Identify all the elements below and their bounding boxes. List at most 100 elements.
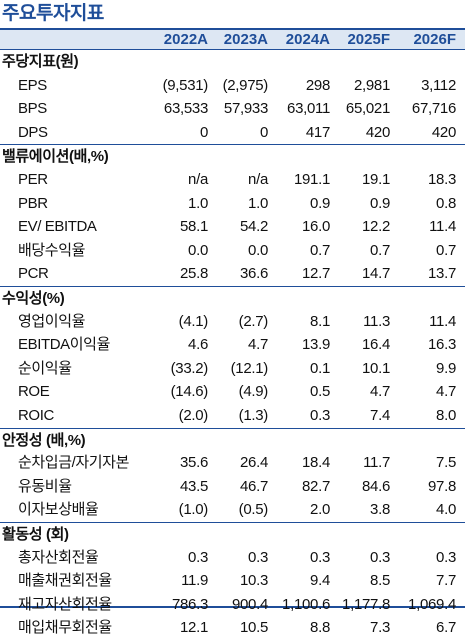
table-cell: 12.7 <box>302 265 330 283</box>
section-header: 활동성 (회) <box>0 522 465 546</box>
table-cell: 11.9 <box>181 572 208 590</box>
table-row: BPS 63,533 57,933 63,011 65,021 67,716 <box>0 97 465 121</box>
year-header: 2025F <box>347 31 390 48</box>
year-header: 2024A <box>285 31 330 48</box>
table-cell: 97.8 <box>428 477 456 495</box>
section-title: 밸류에이션(배,%) <box>2 148 109 166</box>
section-header: 수익성(%) <box>0 286 465 310</box>
table-cell: 4.7 <box>436 383 456 401</box>
table-cell: 18.3 <box>428 171 456 188</box>
table-cell: 11.4 <box>429 312 456 330</box>
table-row: 매입채무회전율 12.1 10.5 8.8 7.3 6.7 <box>0 616 465 640</box>
table-cell: 6.7 <box>436 619 456 637</box>
row-label: 배당수익율 <box>18 241 86 259</box>
table-cell: 786.3 <box>171 595 208 613</box>
table-cell: n/a <box>248 171 268 188</box>
table-cell: (33.2) <box>170 359 209 377</box>
table-cell: 10.3 <box>240 572 268 590</box>
table-cell: 298 <box>305 76 330 94</box>
table-row: ROIC (2.0) (1.3) 0.3 7.4 8.0 <box>0 404 465 428</box>
table-cell: 11.3 <box>363 312 390 330</box>
table-cell: 63,011 <box>287 100 330 118</box>
table-cell: 36.6 <box>240 265 268 283</box>
table-cell: 1,069.4 <box>408 595 456 613</box>
table-cell: 13.7 <box>428 265 456 283</box>
table-cell: (1.0) <box>178 501 209 519</box>
investment-indicators-table: 주요투자지표 2022A 2023A 2024A 2025F 2026F 주당지… <box>0 3 465 636</box>
page-title: 주요투자지표 <box>2 3 104 24</box>
table-cell: 65,021 <box>345 100 390 118</box>
table-cell: 4.0 <box>436 501 456 519</box>
table-cell: (1.3) <box>238 407 269 424</box>
table-cell: 2,981 <box>353 76 390 94</box>
table-cell: 12.2 <box>362 218 390 236</box>
table-row: EV/ EBITDA 58.1 54.2 16.0 12.2 11.4 <box>0 215 465 239</box>
table-cell: 1,100.6 <box>282 595 330 613</box>
table-cell: 0.3 <box>310 407 330 424</box>
table-cell: 0.7 <box>436 241 456 259</box>
table-cell: 0.1 <box>310 359 330 377</box>
table-cell: 18.4 <box>302 454 330 472</box>
section-title: 안정성 (배,%) <box>2 431 86 449</box>
table-cell: 63,533 <box>163 100 208 118</box>
table-cell: 43.5 <box>180 477 208 495</box>
table-cell: 191.1 <box>293 171 330 188</box>
table-cell: 1,177.8 <box>342 595 390 613</box>
section-header: 주당지표(원) <box>0 50 465 74</box>
bottom-rule <box>0 606 465 608</box>
row-label: PER <box>18 171 48 188</box>
section-title: 수익성(%) <box>2 290 65 307</box>
table-cell: 4.7 <box>248 336 268 354</box>
table-cell: 4.7 <box>370 383 390 401</box>
table-row: 총자산회전율 0.3 0.3 0.3 0.3 0.3 <box>0 546 465 570</box>
section-header: 안정성 (배,%) <box>0 427 465 452</box>
row-label: 총자산회전율 <box>18 548 99 566</box>
table-cell: 16.3 <box>428 336 456 354</box>
table-cell: 1.0 <box>248 194 268 212</box>
table-cell: (2.0) <box>178 407 209 424</box>
table-cell: 14.7 <box>362 265 390 283</box>
table-cell: 0.5 <box>310 383 330 401</box>
year-header-row: 2022A 2023A 2024A 2025F 2026F <box>0 28 465 50</box>
table-row: 매출채권회전율 11.9 10.3 9.4 8.5 7.7 <box>0 569 465 593</box>
table-cell: 9.4 <box>310 572 330 590</box>
table-cell: 0.9 <box>310 194 330 212</box>
table-cell: 0 <box>199 123 208 141</box>
table-cell: (0.5) <box>238 501 269 519</box>
table-cell: 67,716 <box>411 100 456 118</box>
table-cell: 84.6 <box>362 477 390 495</box>
table-cell: 35.6 <box>180 454 208 472</box>
table-cell: 7.7 <box>436 572 456 590</box>
row-label: DPS <box>18 123 48 141</box>
table-cell: 57,933 <box>223 100 268 118</box>
row-label: ROIC <box>18 407 54 424</box>
table-cell: (9,531) <box>162 76 209 94</box>
table-cell: 11.7 <box>363 454 390 472</box>
table-cell: 0.3 <box>248 548 268 566</box>
table-cell: 10.1 <box>362 359 390 377</box>
table-row: PCR 25.8 36.6 12.7 14.7 13.7 <box>0 262 465 286</box>
table-cell: 0.9 <box>370 194 390 212</box>
year-header: 2022A <box>163 31 208 48</box>
table-row: ROE (14.6) (4.9) 0.5 4.7 4.7 <box>0 380 465 404</box>
table-row: 유동비율 43.5 46.7 82.7 84.6 97.8 <box>0 475 465 499</box>
table-cell: 0.3 <box>436 548 456 566</box>
table-row: PBR 1.0 1.0 0.9 0.9 0.8 <box>0 192 465 216</box>
table-cell: 82.7 <box>302 477 330 495</box>
table-cell: 0.3 <box>370 548 390 566</box>
table-cell: 54.2 <box>240 218 268 236</box>
table-cell: 4.6 <box>188 336 208 354</box>
row-label: PBR <box>18 194 48 212</box>
row-label: EBITDA이익율 <box>18 336 110 354</box>
table-cell: 46.7 <box>240 477 268 495</box>
table-row: 재고자산회전율 786.3 900.4 1,100.6 1,177.8 1,069.4 <box>0 593 465 617</box>
table-cell: (2.7) <box>238 312 269 330</box>
table-row: DPS 0 0 417 420 420 <box>0 121 465 145</box>
table-row: 영업이익율 (4.1) (2.7) 8.1 11.3 11.4 <box>0 310 465 334</box>
table-cell: 0.8 <box>436 194 456 212</box>
row-label: ROE <box>18 383 50 401</box>
section-title: 활동성 (회) <box>2 526 69 543</box>
table-row: 순이익율 (33.2) (12.1) 0.1 10.1 9.9 <box>0 357 465 381</box>
section-header: 밸류에이션(배,%) <box>0 144 465 168</box>
row-label: 순차입금/자기자본 <box>18 454 129 472</box>
